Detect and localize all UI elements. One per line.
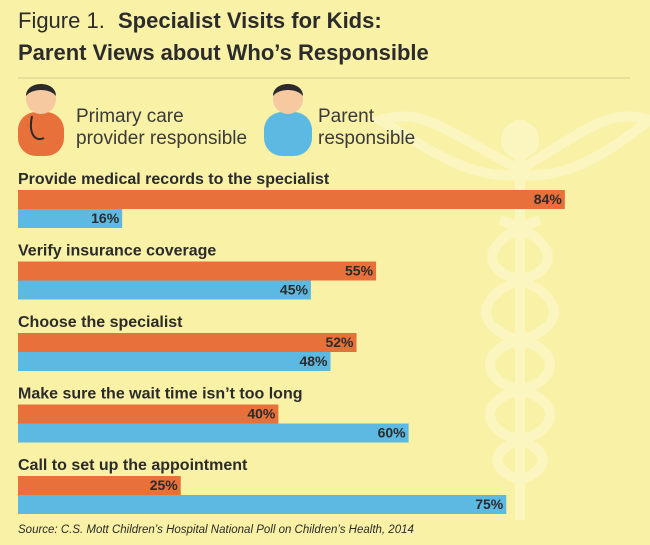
legend-icon	[264, 84, 312, 156]
bar	[18, 190, 565, 209]
category-label: Provide medical records to the specialis…	[18, 171, 330, 188]
bar	[18, 404, 279, 424]
caduceus	[367, 111, 650, 520]
bar	[18, 261, 377, 281]
bar	[18, 423, 409, 443]
category-label: Call to set up the appointment	[18, 457, 248, 474]
chart-title: Parent Views about Who’s Responsible	[18, 40, 429, 65]
legend-label: Parent responsible	[318, 106, 416, 149]
value-label: 25%	[150, 477, 179, 493]
category-label: Choose the specialist	[18, 314, 183, 331]
value-label: 45%	[280, 282, 309, 298]
legend-label: Primary care provider responsible	[76, 106, 248, 149]
bar	[18, 209, 123, 228]
value-label: 60%	[378, 425, 407, 441]
source: Source: C.S. Mott Children’s Hospital Na…	[18, 524, 414, 536]
value-label: 55%	[345, 263, 374, 279]
bar	[18, 280, 311, 300]
category-label: Verify insurance coverage	[18, 243, 216, 260]
bar	[18, 495, 507, 514]
bar	[18, 476, 181, 495]
value-label: 75%	[475, 496, 504, 512]
legend-icon	[18, 84, 64, 156]
figure-label: Figure 1.	[18, 8, 105, 33]
value-label: 16%	[91, 210, 120, 226]
chart-title: Specialist Visits for Kids:	[118, 8, 382, 33]
value-label: 84%	[534, 191, 563, 207]
value-label: 52%	[325, 334, 354, 350]
value-label: 48%	[299, 353, 328, 369]
category-label: Make sure the wait time isn’t too long	[18, 386, 302, 403]
value-label: 40%	[247, 406, 276, 422]
bar	[18, 333, 357, 352]
bar	[18, 352, 331, 371]
